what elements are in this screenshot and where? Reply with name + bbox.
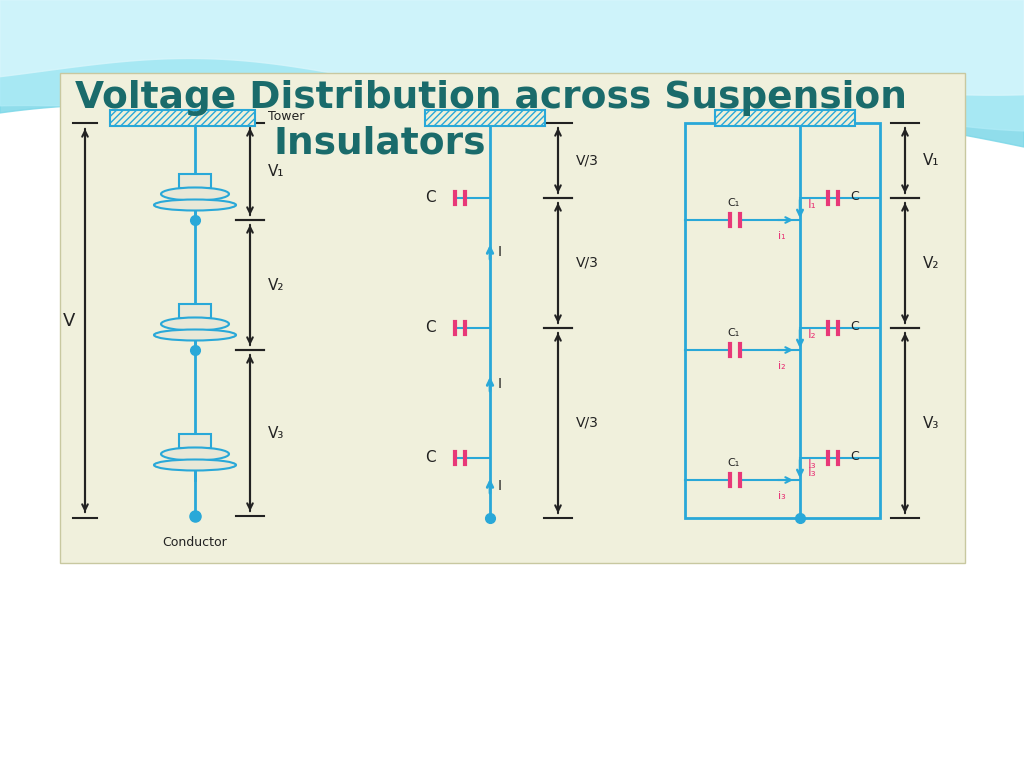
Text: C₁: C₁	[727, 328, 739, 338]
Text: Voltage Distribution across Suspension: Voltage Distribution across Suspension	[75, 80, 907, 116]
Text: V/3: V/3	[575, 256, 599, 270]
Text: I₂: I₂	[808, 329, 816, 342]
Text: I₁: I₁	[808, 198, 816, 211]
Text: i₂: i₂	[778, 361, 785, 371]
Text: I: I	[498, 245, 502, 259]
Text: V₃: V₃	[923, 415, 939, 431]
Text: C: C	[850, 449, 859, 462]
Text: I₃: I₃	[808, 458, 816, 472]
Text: i₃: i₃	[778, 491, 785, 501]
Text: V₃: V₃	[268, 425, 285, 441]
Ellipse shape	[154, 459, 236, 471]
Bar	[110, 110, 255, 126]
Text: C: C	[850, 190, 859, 203]
Text: V₂: V₂	[923, 256, 939, 270]
Text: Insulators: Insulators	[273, 125, 486, 161]
Ellipse shape	[161, 317, 229, 330]
Text: I: I	[498, 377, 502, 391]
Ellipse shape	[154, 329, 236, 340]
Ellipse shape	[161, 187, 229, 200]
Text: Tower: Tower	[268, 111, 304, 124]
Text: V: V	[62, 312, 75, 329]
Ellipse shape	[161, 448, 229, 461]
Text: C: C	[850, 319, 859, 333]
Bar	[685, 123, 880, 518]
Text: V₁: V₁	[268, 164, 285, 179]
Text: I₃: I₃	[808, 466, 816, 479]
Bar	[179, 304, 211, 318]
Bar	[179, 174, 211, 188]
Text: i₁: i₁	[778, 231, 785, 241]
Text: Conductor: Conductor	[163, 536, 227, 549]
Ellipse shape	[154, 200, 236, 210]
Text: I: I	[498, 479, 502, 493]
Text: C: C	[425, 320, 435, 336]
Text: V₁: V₁	[923, 153, 939, 168]
Text: V/3: V/3	[575, 416, 599, 430]
Bar	[425, 110, 545, 126]
Bar	[179, 434, 211, 448]
Bar	[715, 110, 855, 126]
Text: V/3: V/3	[575, 154, 599, 167]
Text: V₂: V₂	[268, 277, 285, 293]
Text: C₁: C₁	[727, 198, 739, 208]
Bar	[60, 73, 965, 563]
Text: C: C	[425, 190, 435, 206]
Text: C₁: C₁	[727, 458, 739, 468]
Text: C: C	[425, 451, 435, 465]
